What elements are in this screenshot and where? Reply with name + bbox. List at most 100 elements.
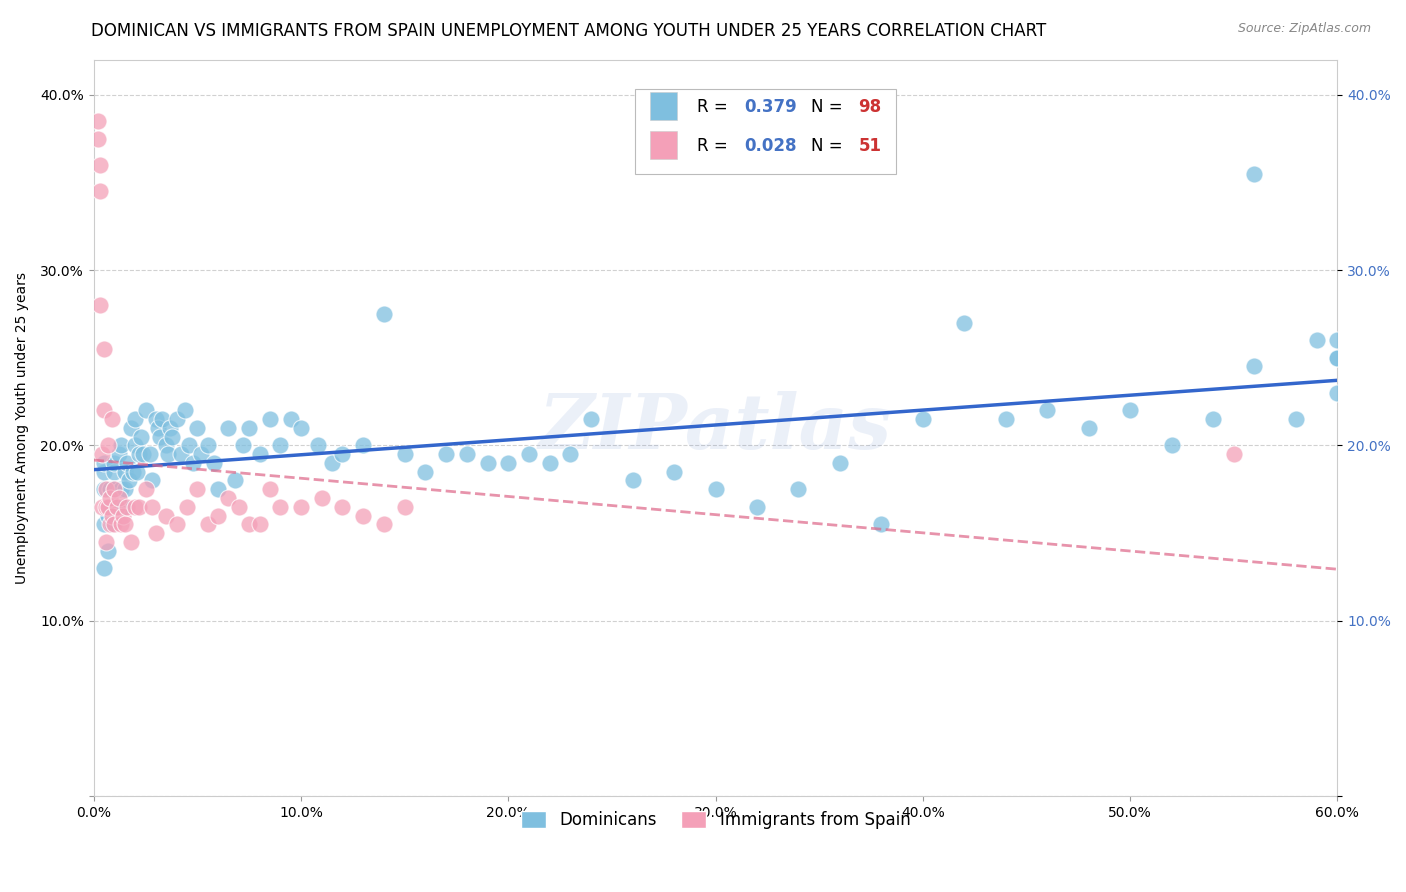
- Point: [94, 482, 117, 496]
- Point: [114, 517, 136, 532]
- Point: [217, 491, 239, 505]
- Point: [97, 438, 120, 452]
- Point: [186, 421, 208, 435]
- Point: [394, 500, 416, 514]
- Point: [621, 474, 644, 488]
- Point: [269, 438, 291, 452]
- Point: [662, 465, 685, 479]
- Point: [290, 500, 312, 514]
- Point: [1305, 333, 1327, 347]
- Point: [89, 298, 111, 312]
- Point: [394, 447, 416, 461]
- Point: [176, 500, 198, 514]
- Point: [115, 500, 138, 514]
- Point: [155, 508, 177, 523]
- Point: [1119, 403, 1142, 417]
- Point: [477, 456, 499, 470]
- Point: [1326, 351, 1348, 365]
- Point: [1326, 333, 1348, 347]
- Point: [434, 447, 457, 461]
- Point: [224, 474, 246, 488]
- Point: [122, 465, 145, 479]
- Point: [89, 158, 111, 172]
- Point: [111, 500, 134, 514]
- Point: [1326, 385, 1348, 400]
- Point: [217, 421, 239, 435]
- Point: [259, 412, 281, 426]
- Point: [259, 482, 281, 496]
- Point: [290, 421, 312, 435]
- Text: 98: 98: [859, 98, 882, 116]
- Point: [124, 438, 146, 452]
- Point: [953, 316, 976, 330]
- Point: [1202, 412, 1225, 426]
- Point: [249, 517, 271, 532]
- Point: [307, 438, 329, 452]
- Point: [870, 517, 893, 532]
- Text: 0.028: 0.028: [744, 137, 797, 155]
- Point: [1222, 447, 1244, 461]
- Point: [93, 561, 115, 575]
- Text: DOMINICAN VS IMMIGRANTS FROM SPAIN UNEMPLOYMENT AMONG YOUTH UNDER 25 YEARS CORRE: DOMINICAN VS IMMIGRANTS FROM SPAIN UNEMP…: [91, 22, 1046, 40]
- Point: [132, 447, 155, 461]
- Point: [166, 412, 188, 426]
- Point: [131, 429, 153, 443]
- Point: [115, 456, 138, 470]
- Point: [87, 114, 110, 128]
- Text: R =: R =: [697, 137, 733, 155]
- Point: [103, 500, 125, 514]
- Point: [1285, 412, 1308, 426]
- Point: [93, 465, 115, 479]
- Point: [150, 412, 173, 426]
- Point: [704, 482, 727, 496]
- Text: N =: N =: [811, 98, 848, 116]
- Point: [114, 465, 136, 479]
- Legend: Dominicans, Immigrants from Spain: Dominicans, Immigrants from Spain: [515, 804, 917, 836]
- Point: [103, 482, 125, 496]
- Point: [98, 500, 121, 514]
- Point: [1243, 167, 1265, 181]
- Point: [1243, 359, 1265, 374]
- Point: [111, 508, 134, 523]
- Point: [228, 500, 250, 514]
- Point: [560, 447, 582, 461]
- Point: [107, 447, 129, 461]
- FancyBboxPatch shape: [650, 131, 678, 160]
- Point: [1160, 438, 1182, 452]
- Point: [105, 500, 128, 514]
- Point: [181, 456, 204, 470]
- Point: [202, 456, 225, 470]
- Point: [787, 482, 810, 496]
- Point: [166, 517, 188, 532]
- Point: [110, 517, 132, 532]
- Point: [332, 500, 354, 514]
- Point: [190, 447, 212, 461]
- Text: 0.379: 0.379: [744, 98, 797, 116]
- Point: [101, 517, 124, 532]
- Point: [127, 465, 149, 479]
- Point: [103, 465, 125, 479]
- Point: [93, 342, 115, 356]
- Point: [207, 508, 229, 523]
- Point: [124, 412, 146, 426]
- Point: [155, 438, 177, 452]
- Point: [579, 412, 602, 426]
- Point: [1077, 421, 1099, 435]
- Point: [149, 429, 172, 443]
- Point: [93, 517, 115, 532]
- Point: [311, 491, 333, 505]
- Point: [828, 456, 851, 470]
- Point: [145, 526, 167, 541]
- Point: [207, 482, 229, 496]
- Text: N =: N =: [811, 137, 848, 155]
- Point: [114, 482, 136, 496]
- Point: [238, 421, 260, 435]
- Point: [94, 500, 117, 514]
- Point: [745, 500, 768, 514]
- Point: [498, 456, 520, 470]
- Point: [101, 412, 124, 426]
- Point: [170, 447, 193, 461]
- Point: [177, 438, 200, 452]
- Point: [197, 438, 219, 452]
- Point: [98, 491, 121, 505]
